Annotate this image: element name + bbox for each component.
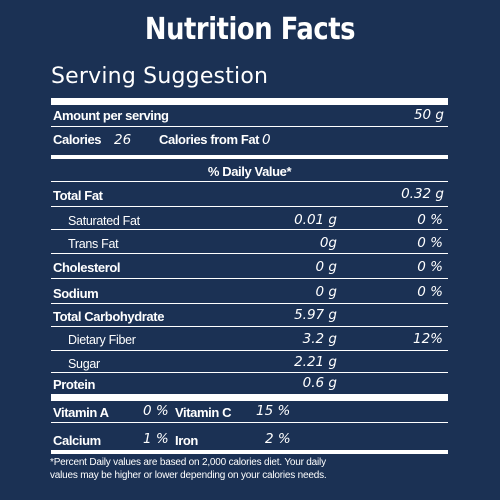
divider-thick <box>51 98 448 105</box>
divider <box>51 372 448 373</box>
nutrient-name-trans-fat: Trans Fat <box>68 237 119 251</box>
nutrient-name-cholesterol: Cholesterol <box>53 260 121 275</box>
vitamin-value: 1 % <box>143 431 169 447</box>
divider <box>51 303 448 304</box>
vitamin-value: 0 % <box>143 403 169 419</box>
divider <box>51 422 448 423</box>
nutrient-amount-dietary-fiber: 3.2 g <box>302 331 337 347</box>
nutrient-name-dietary-fiber: Dietary Fiber <box>68 333 136 347</box>
vitamin-name: Vitamin A <box>53 405 109 420</box>
nutrient-amount-protein: 0.6 g <box>302 375 337 391</box>
divider <box>51 253 448 254</box>
nutrient-amount-sugar: 2.21 g <box>294 354 337 370</box>
calories-from-fat-label: Calories from Fat <box>159 132 260 147</box>
nutrient-name-total-carbohydrate: Total Carbohydrate <box>53 309 165 324</box>
nutrient-amount-total-carbohydrate: 5.97 g <box>294 307 337 323</box>
divider-medium <box>51 155 448 159</box>
nutrient-dv-trans-fat: 0 % <box>417 235 443 251</box>
divider <box>51 181 448 182</box>
footnote-line-1: *Percent Daily values are based on 2,000… <box>50 457 326 468</box>
nutrient-name-protein: Protein <box>53 377 95 392</box>
nutrient-name-sodium: Sodium <box>53 286 99 301</box>
serving-suggestion-heading: Serving Suggestion <box>51 64 269 89</box>
daily-value-header: % Daily Value* <box>207 164 292 179</box>
nutrient-name-saturated-fat: Saturated Fat <box>68 214 140 228</box>
vitamin-name: Calcium <box>53 433 101 448</box>
divider <box>51 126 448 127</box>
calories-from-fat-value: 0 <box>262 132 271 148</box>
amount-per-serving-label: Amount per serving <box>53 108 169 123</box>
nutrient-dv-total-fat: 0.32 g <box>401 186 444 202</box>
vitamin-value: 15 % <box>256 403 291 419</box>
divider <box>51 229 448 230</box>
divider-thick <box>51 394 448 401</box>
nutrient-name-sugar: Sugar <box>68 357 100 371</box>
nutrient-amount-sodium: 0 g <box>315 284 337 300</box>
divider <box>51 206 448 207</box>
nutrient-amount-trans-fat: 0g <box>319 235 337 251</box>
divider <box>51 326 448 327</box>
vitamin-name: Vitamin C <box>175 405 232 420</box>
nutrient-dv-saturated-fat: 0 % <box>417 212 443 228</box>
nutrient-amount-cholesterol: 0 g <box>315 259 337 275</box>
nutrient-name-total-fat: Total Fat <box>53 188 103 203</box>
page-title: Nutrition Facts <box>144 12 356 47</box>
amount-per-serving-value: 50 g <box>413 107 444 123</box>
nutrient-dv-dietary-fiber: 12% <box>412 331 443 347</box>
nutrient-dv-sodium: 0 % <box>417 284 443 300</box>
calories-value: 26 <box>114 132 132 148</box>
footnote-line-2: values may be higher or lower depending … <box>50 470 327 481</box>
vitamin-name: Iron <box>175 433 198 448</box>
divider <box>51 278 448 279</box>
vitamin-value: 2 % <box>265 431 291 447</box>
nutrient-amount-saturated-fat: 0.01 g <box>294 212 337 228</box>
nutrient-dv-cholesterol: 0 % <box>417 259 443 275</box>
divider <box>51 350 448 351</box>
divider-medium <box>51 450 448 454</box>
calories-label: Calories <box>53 132 102 147</box>
